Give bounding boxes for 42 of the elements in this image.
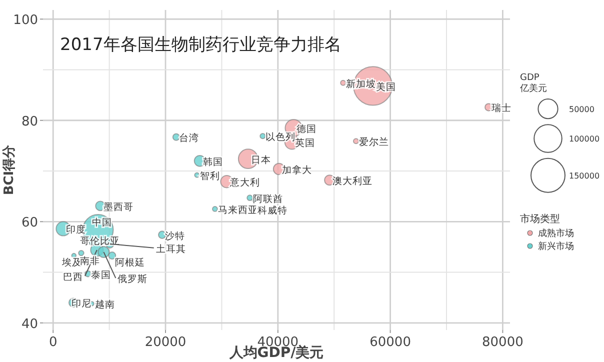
annotation: 越南 [94,298,115,311]
text: 2017年各国生物制药行业竞争力排名 [60,35,342,55]
annotation: 美国 [376,80,396,93]
annotation: 日本 [251,154,272,166]
legend-label: 新兴市场 [538,241,574,252]
x-tick-label: 0 [48,335,58,350]
annotation: 以色列 [266,131,296,144]
annotation: 土耳其 [156,242,186,255]
annotation: 新加坡 [346,78,376,90]
legend-label: 100000 [569,134,600,144]
legend-label: 50000 [569,104,594,114]
annotation: 俄罗斯 [118,273,148,286]
y-axis-title: BCI得分 [2,144,17,196]
annotation: 台湾 [179,132,200,144]
annotation: 马来西亚 [218,204,258,216]
annotation: 英国 [294,137,315,150]
annotation: 泰国 [90,270,111,281]
y-tick-label: 100 [13,13,38,28]
x-tick-label: 80000 [482,335,524,350]
x-tick-label: 20000 [144,335,186,350]
annotation: 阿根廷 [115,256,146,269]
x-tick-label: 60000 [370,335,411,350]
annotation: 爱尔兰 [359,136,390,148]
annotation: 巴西 [62,272,83,283]
annotation: 澳大利亚 [332,175,373,188]
legend-label: 成熟市场 [538,228,574,239]
y-tick-label: 60 [21,216,38,231]
annotation: 中国 [92,216,112,229]
y-tick-label: 40 [21,316,38,332]
text: GDP 亿美元 [519,73,547,94]
annotation: 瑞士 [492,102,512,114]
legend-label: 150000 [569,171,600,180]
annotation: 科威特 [257,204,288,216]
annotation: 阿联酋 [252,192,283,205]
legend-title: 市场类型 [520,213,560,225]
annotation: 意大利 [228,176,260,189]
annotation: 加拿大 [282,164,312,176]
annotation: 墨西哥 [103,202,134,213]
annotation: 德国 [296,124,317,135]
annotation: 沙特 [165,230,186,242]
annotation: 智利 [200,170,220,182]
y-tick-label: 80 [21,114,38,130]
